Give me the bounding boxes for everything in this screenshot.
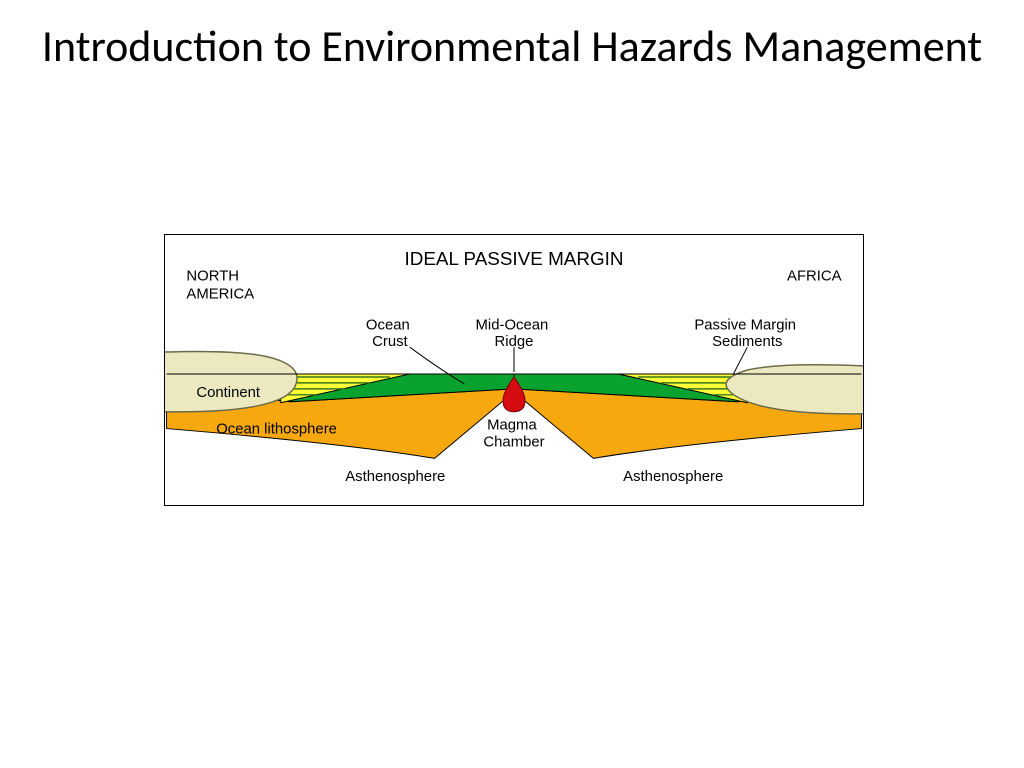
ocean-crust-label: Ocean Crust <box>366 317 414 350</box>
asthenosphere-left-label: Asthenosphere <box>345 469 445 485</box>
continent-label: Continent <box>196 385 261 401</box>
diagram-svg: IDEAL PASSIVE MARGIN NORTH AMERICA AFRIC… <box>165 235 863 505</box>
mid-ocean-ridge-label: Mid-Ocean Ridge <box>476 317 553 350</box>
diagram-title: IDEAL PASSIVE MARGIN <box>404 248 623 269</box>
africa-label: AFRICA <box>787 269 842 285</box>
slide-title: Introduction to Environmental Hazards Ma… <box>0 0 1024 73</box>
asthenosphere-right-label: Asthenosphere <box>623 469 723 485</box>
north-america-label: NORTH AMERICA <box>186 269 254 303</box>
magma-chamber-label: Magma Chamber <box>483 418 544 451</box>
passive-margin-diagram: IDEAL PASSIVE MARGIN NORTH AMERICA AFRIC… <box>164 234 864 506</box>
passive-margin-sediments-label: Passive Margin Sediments <box>694 317 800 350</box>
ocean-lithosphere-label: Ocean lithosphere <box>216 422 337 438</box>
